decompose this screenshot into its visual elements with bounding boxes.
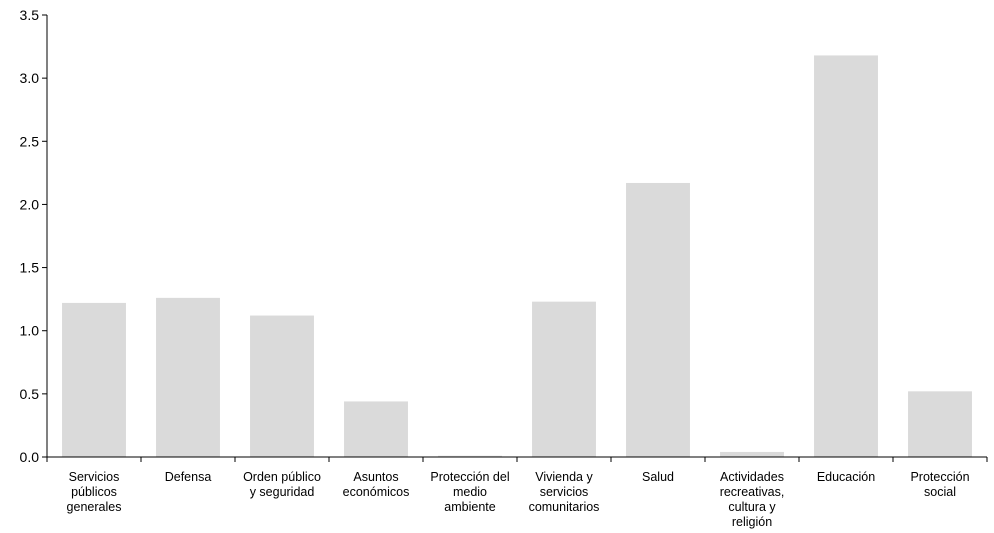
x-tick-label: Vivienda y servicios comunitarios bbox=[529, 470, 600, 514]
x-tick-label: Actividades recreativas, cultura y religión bbox=[720, 470, 785, 529]
bar-9 bbox=[814, 55, 878, 457]
x-tick-label-line: Servicios bbox=[69, 470, 120, 484]
y-tick-label: 0.0 bbox=[20, 449, 40, 465]
y-axis-ticks: 0.0 0.5 1.0 1.5 2.0 2.5 3.0 3.5 bbox=[20, 7, 47, 465]
y-tick-label: 3.0 bbox=[20, 70, 40, 86]
x-tick-label-line: medio bbox=[453, 485, 487, 499]
x-tick-label-line: religión bbox=[732, 515, 772, 529]
y-tick-label: 2.5 bbox=[20, 133, 40, 149]
x-tick-label-line: Asuntos bbox=[353, 470, 398, 484]
x-tick-label-line: Orden público bbox=[243, 470, 321, 484]
x-tick-label-line: Protección bbox=[910, 470, 969, 484]
bar-2 bbox=[156, 297, 220, 457]
bars-group bbox=[62, 55, 972, 457]
x-tick-label: Asuntos económicos bbox=[343, 470, 410, 499]
x-tick-label-line: y seguridad bbox=[250, 485, 315, 499]
x-tick-label-line: comunitarios bbox=[529, 500, 600, 514]
x-tick-label-line: servicios bbox=[540, 485, 589, 499]
x-tick-label-line: cultura y bbox=[728, 500, 776, 514]
x-tick-label: Servicios públicos generales bbox=[67, 470, 122, 514]
y-tick-label: 1.5 bbox=[20, 260, 40, 276]
x-tick-label-line: Vivienda y bbox=[535, 470, 593, 484]
x-axis-ticks: Servicios públicos generales Defensa Orden p… bbox=[46, 457, 988, 529]
x-tick-label-line: Defensa bbox=[165, 470, 212, 484]
bar-5 bbox=[438, 455, 502, 457]
bar-6 bbox=[532, 301, 596, 457]
y-tick-label: 3.5 bbox=[20, 7, 40, 23]
x-tick-label: Salud bbox=[642, 470, 674, 484]
bar-8 bbox=[720, 451, 784, 457]
y-tick-label: 0.5 bbox=[20, 386, 40, 402]
x-tick-label: Protección del medio ambiente bbox=[430, 470, 509, 514]
y-tick-label: 2.0 bbox=[20, 196, 40, 212]
x-tick-label-line: económicos bbox=[343, 485, 410, 499]
x-tick-label-line: Protección del bbox=[430, 470, 509, 484]
bar-1 bbox=[62, 302, 126, 457]
x-tick-label-line: Educación bbox=[817, 470, 875, 484]
bar-3 bbox=[250, 315, 314, 457]
x-tick-label: Educación bbox=[817, 470, 875, 484]
x-tick-label: Defensa bbox=[165, 470, 212, 484]
y-tick-label: 1.0 bbox=[20, 323, 40, 339]
bar-4 bbox=[344, 401, 408, 457]
x-tick-label-line: social bbox=[924, 485, 956, 499]
x-tick-label-line: públicos bbox=[71, 485, 117, 499]
x-tick-label: Protección social bbox=[910, 470, 969, 499]
x-tick-label-line: recreativas, bbox=[720, 485, 785, 499]
x-tick-label-line: ambiente bbox=[444, 500, 495, 514]
x-tick-label-line: Actividades bbox=[720, 470, 784, 484]
bar-10 bbox=[908, 391, 972, 457]
bar-7 bbox=[626, 182, 690, 457]
x-tick-label: Orden público y seguridad bbox=[243, 470, 321, 499]
x-tick-label-line: Salud bbox=[642, 470, 674, 484]
x-tick-label-line: generales bbox=[67, 500, 122, 514]
